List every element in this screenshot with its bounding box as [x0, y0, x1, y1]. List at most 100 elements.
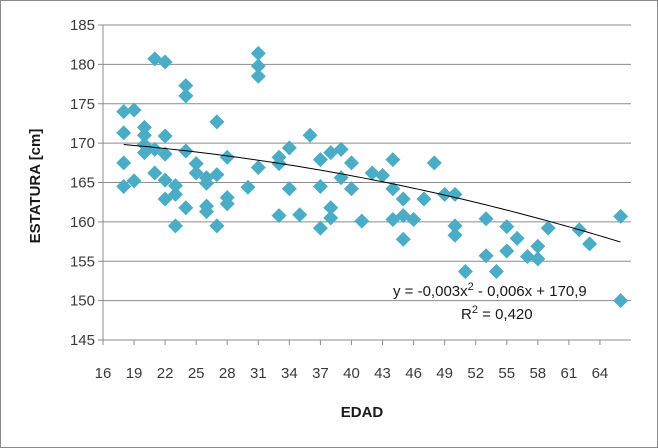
trendline-equation: y = -0,003x2 - 0,006x + 170,9 [393, 281, 587, 300]
data-point-26 [188, 165, 204, 181]
y-axis-ticks: 145 150 155 160 165 170 175 180 185 [70, 17, 103, 349]
data-point-8 [136, 137, 152, 153]
data-point-25 [188, 156, 204, 172]
data-point-89 [613, 293, 629, 309]
y-tick-label-2: 155 [70, 253, 95, 270]
x-tick-label-12: 52 [467, 365, 484, 382]
x-axis-ticks: 16 19 22 25 28 31 34 37 40 43 46 49 52 55 58 61 64 [95, 340, 609, 382]
y-tick-label-4: 165 [70, 175, 95, 192]
data-point-38 [250, 45, 266, 61]
y-axis-title: ESTATURA [cm] [27, 129, 44, 244]
data-point-13 [157, 54, 173, 70]
data-point-49 [312, 152, 328, 168]
data-point-60 [364, 165, 380, 181]
data-point-20 [167, 218, 183, 234]
data-point-44 [271, 208, 287, 224]
data-point-57 [343, 155, 359, 171]
data-point-1 [116, 125, 132, 141]
x-tick-label-3: 25 [188, 365, 205, 382]
data-point-53 [323, 200, 339, 216]
y-tick-label-0: 145 [70, 332, 95, 349]
data-point-69 [416, 191, 432, 207]
data-point-76 [478, 211, 494, 227]
data-point-58 [343, 181, 359, 197]
data-point-68 [406, 212, 422, 228]
data-point-62 [385, 152, 401, 168]
data-point-30 [199, 204, 215, 220]
data-point-78 [488, 263, 504, 279]
data-point-14 [157, 128, 173, 144]
data-point-45 [281, 140, 297, 156]
data-point-77 [478, 248, 494, 264]
x-tick-label-1: 19 [126, 365, 143, 382]
x-tick-label-7: 37 [312, 365, 329, 382]
y-tick-label-3: 160 [70, 214, 95, 231]
data-point-83 [530, 238, 546, 254]
data-point-2 [116, 155, 132, 171]
data-point-55 [333, 141, 349, 157]
data-point-21 [178, 78, 194, 94]
data-point-31 [209, 114, 225, 130]
data-point-5 [126, 173, 142, 189]
data-point-47 [292, 207, 308, 223]
data-point-6 [136, 119, 152, 135]
data-point-65 [395, 191, 411, 207]
data-point-87 [582, 236, 598, 252]
data-point-24 [178, 200, 194, 216]
data-point-72 [447, 186, 463, 202]
x-tick-label-11: 49 [436, 365, 453, 382]
data-point-11 [147, 141, 163, 157]
data-point-36 [219, 196, 235, 212]
data-point-73 [447, 218, 463, 234]
data-point-59 [354, 213, 370, 229]
data-point-41 [250, 160, 266, 176]
x-tick-label-14: 58 [529, 365, 546, 382]
data-point-12 [147, 165, 163, 181]
data-point-17 [157, 191, 173, 207]
data-point-46 [281, 181, 297, 197]
data-point-79 [499, 219, 515, 235]
data-point-7 [136, 127, 152, 143]
data-point-0 [116, 104, 132, 120]
data-point-22 [178, 88, 194, 104]
data-point-75 [457, 263, 473, 279]
gridlines [103, 24, 631, 302]
data-point-18 [167, 178, 183, 194]
x-tick-label-2: 22 [157, 365, 174, 382]
data-point-40 [250, 68, 266, 84]
data-point-54 [323, 210, 339, 226]
data-point-88 [613, 208, 629, 224]
data-point-71 [437, 186, 453, 202]
data-point-70 [426, 155, 442, 171]
data-point-50 [312, 178, 328, 194]
x-tick-label-9: 43 [374, 365, 391, 382]
data-point-4 [126, 102, 142, 118]
data-point-3 [116, 178, 132, 194]
x-tick-label-8: 40 [343, 365, 360, 382]
y-tick-label-8: 185 [70, 17, 95, 34]
data-point-80 [499, 243, 515, 259]
data-point-37 [240, 179, 256, 195]
data-point-33 [209, 218, 225, 234]
data-point-32 [209, 167, 225, 183]
data-point-39 [250, 58, 266, 74]
x-tick-label-13: 55 [498, 365, 515, 382]
x-tick-label-6: 34 [281, 365, 298, 382]
x-tick-label-15: 61 [561, 365, 578, 382]
data-point-15 [157, 146, 173, 162]
x-axis-title: EDAD [341, 404, 384, 421]
x-tick-label-16: 64 [592, 365, 609, 382]
trendline [123, 144, 621, 243]
data-point-51 [312, 220, 328, 236]
data-point-19 [167, 186, 183, 202]
x-tick-label-10: 46 [405, 365, 422, 382]
y-tick-label-1: 150 [70, 293, 95, 310]
y-tick-label-6: 175 [70, 96, 95, 113]
data-point-74 [447, 227, 463, 243]
x-tick-label-0: 16 [95, 365, 112, 382]
data-point-84 [530, 251, 546, 267]
data-point-28 [199, 175, 215, 191]
data-point-67 [395, 231, 411, 247]
data-point-10 [147, 51, 163, 67]
